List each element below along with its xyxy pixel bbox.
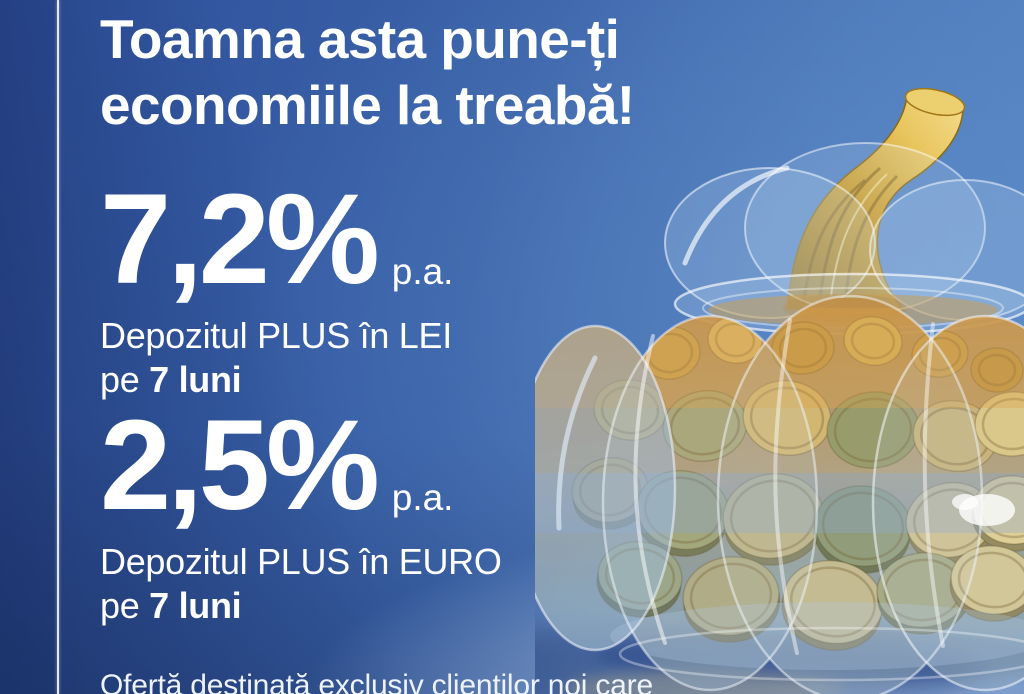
offer-euro: 2,5% p.a. Depozitul PLUS în EURO pe 7 lu… xyxy=(100,402,720,628)
term-lei: pe 7 luni xyxy=(100,358,720,402)
rate-row-lei: 7,2% p.a. xyxy=(100,176,720,304)
term-value-euro: 7 luni xyxy=(149,585,242,626)
offer-lei: 7,2% p.a. Depozitul PLUS în LEI pe 7 lun… xyxy=(100,176,720,402)
pumpkin-jar-illustration xyxy=(535,87,1024,694)
rate-suffix-lei: p.a. xyxy=(391,251,454,292)
rate-row-euro: 2,5% p.a. xyxy=(100,402,720,530)
headline-line1: Toamna asta pune-ți xyxy=(100,8,620,70)
headline: Toamna asta pune-ți economiile la treabă! xyxy=(100,6,720,138)
headline-line2: economiile la treabă! xyxy=(100,74,635,136)
glass-body xyxy=(535,294,1024,694)
term-prefix-euro: pe xyxy=(100,585,140,626)
left-margin-strip xyxy=(0,0,57,694)
term-prefix-lei: pe xyxy=(100,359,140,400)
footnote: Ofertă destinată exclusiv clienților noi… xyxy=(100,669,653,694)
offer-content: Toamna asta pune-ți economiile la treabă!… xyxy=(100,0,720,628)
rate-suffix-euro: p.a. xyxy=(391,477,454,518)
vertical-fold-line xyxy=(57,0,59,694)
term-value-lei: 7 luni xyxy=(149,359,242,400)
term-euro: pe 7 luni xyxy=(100,584,720,628)
product-name-euro: Depozitul PLUS în EURO xyxy=(100,541,502,582)
product-name-lei: Depozitul PLUS în LEI xyxy=(100,315,452,356)
rate-value-lei: 7,2% xyxy=(100,168,380,311)
gold-coins xyxy=(535,298,1024,694)
rate-value-euro: 2,5% xyxy=(100,394,380,537)
